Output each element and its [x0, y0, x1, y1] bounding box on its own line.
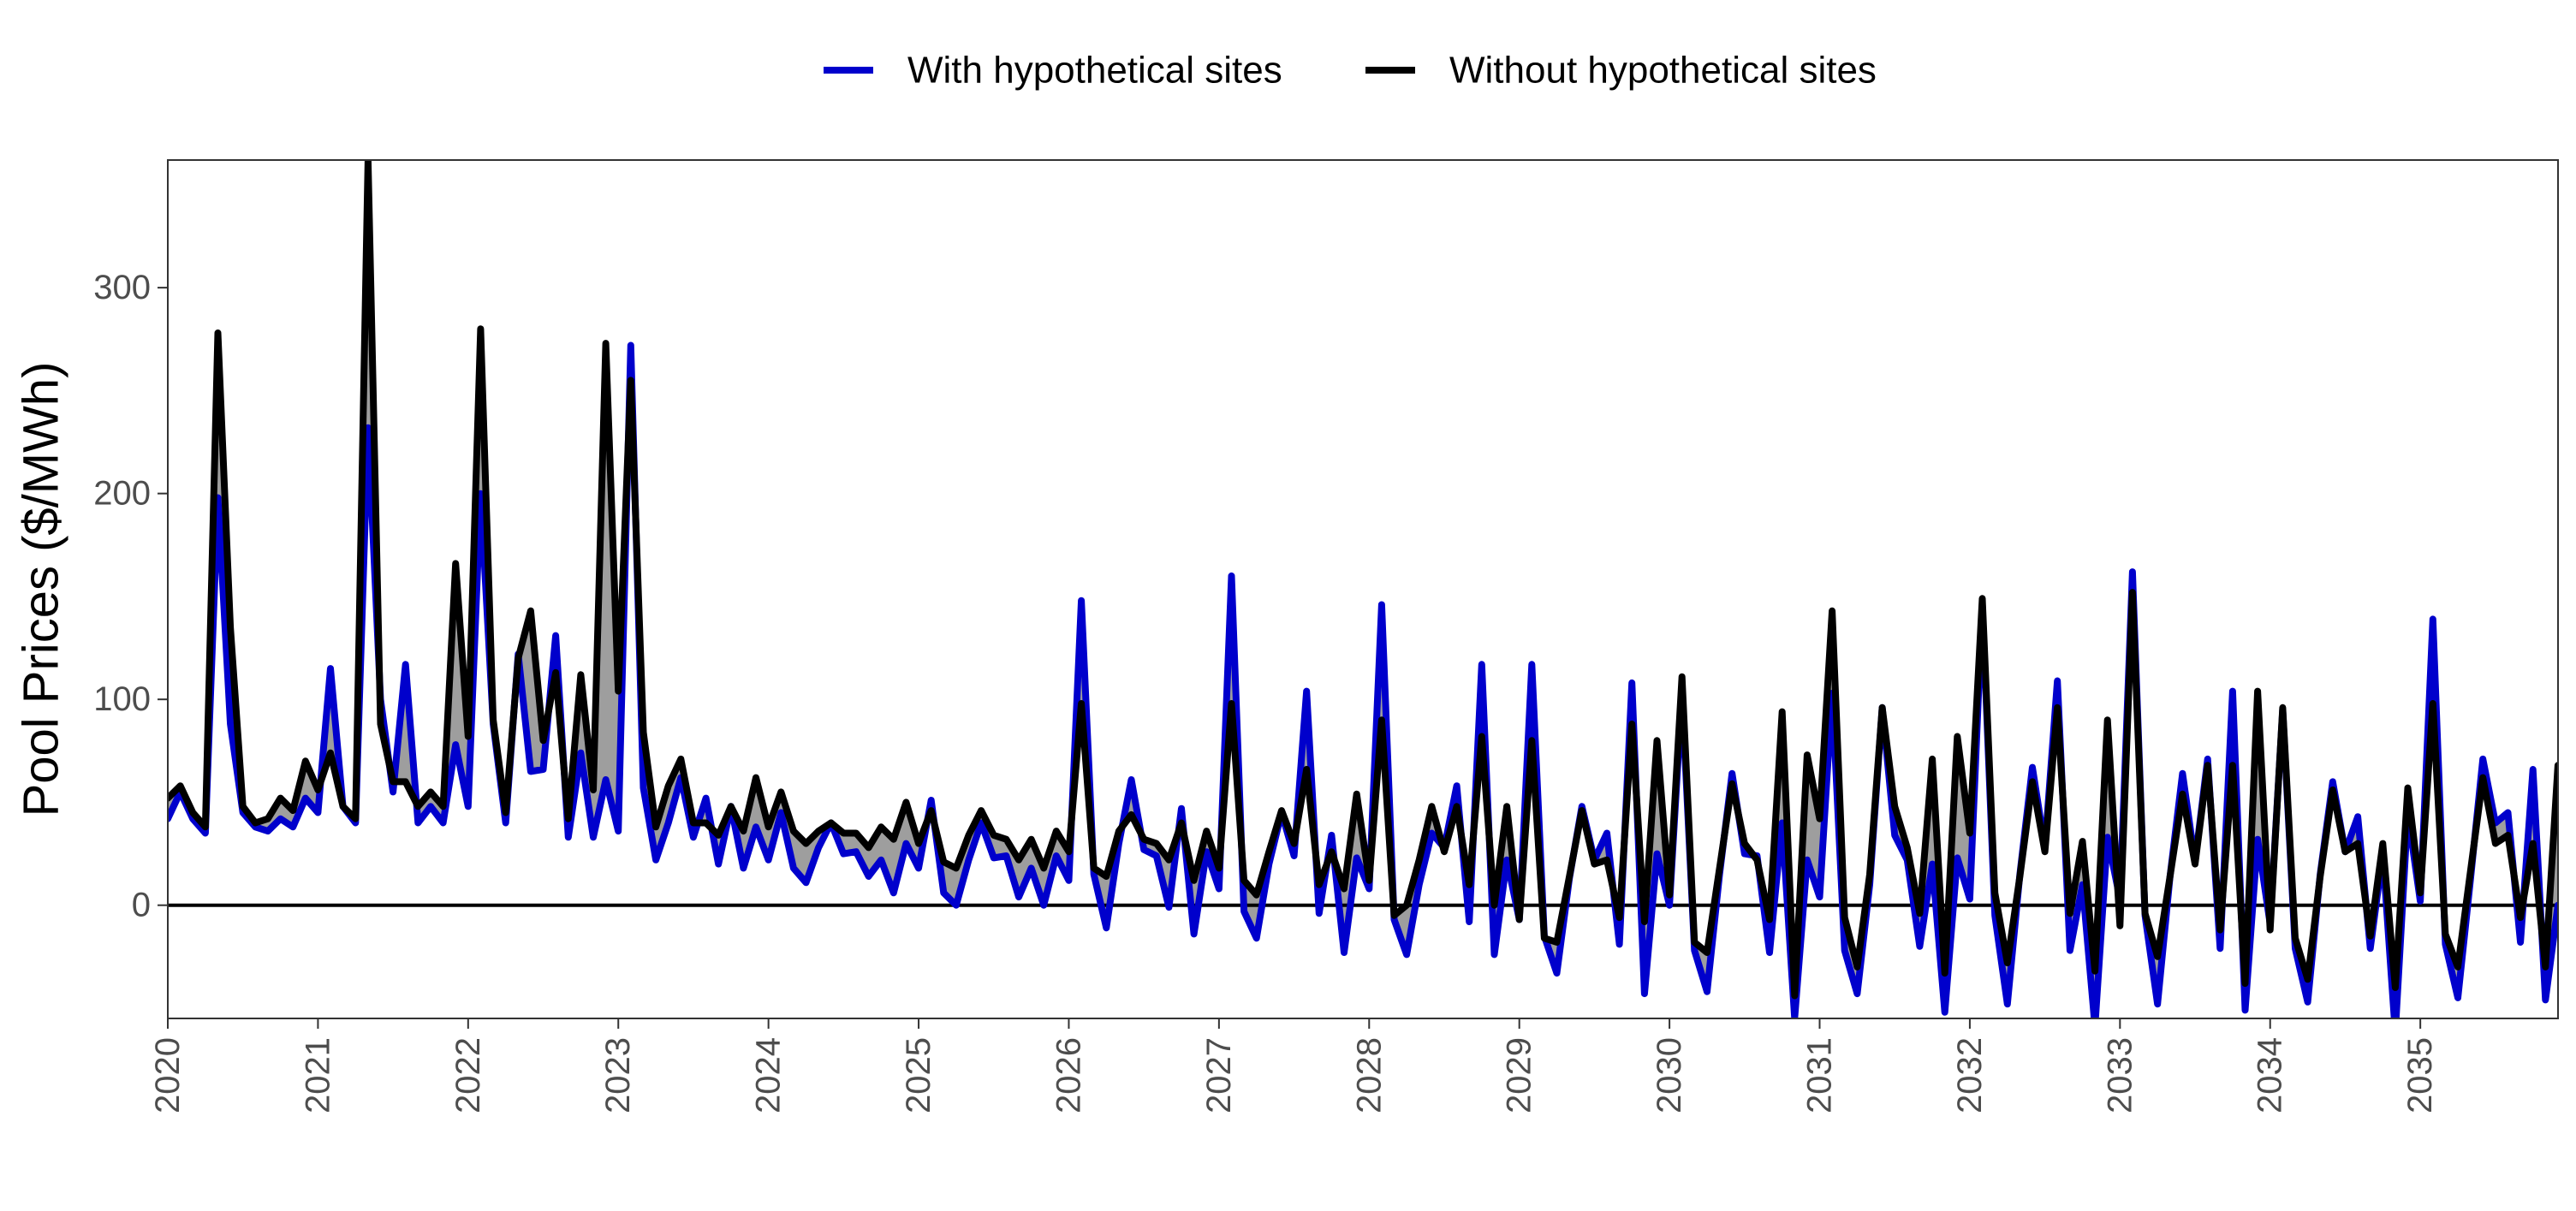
y-tick-label: 300: [93, 269, 151, 306]
legend-label: With hypothetical sites: [907, 50, 1282, 92]
x-axis: 2020 2021 2022 2023 2024 2025 2026 2027 2028 2029…: [149, 1018, 2439, 1113]
series-layer: [168, 160, 2558, 1018]
x-tick-label: 2026: [1050, 1037, 1087, 1113]
y-tick-label: 200: [93, 475, 151, 513]
series-line-without-hypothetical-sites: [168, 160, 2558, 1000]
x-tick-label: 2030: [1651, 1037, 1688, 1113]
x-tick-label: 2032: [1951, 1037, 1989, 1113]
x-tick-label: 2025: [900, 1037, 937, 1113]
difference-fill-layer: [168, 160, 2558, 1018]
y-axis-title: Pool Prices ($/MWh): [14, 362, 69, 817]
x-tick-label: 2028: [1350, 1037, 1388, 1113]
x-tick-label: 2022: [449, 1037, 487, 1113]
x-tick-label: 2031: [1801, 1037, 1839, 1113]
x-tick-label: 2034: [2252, 1037, 2289, 1113]
legend-label: Without hypothetical sites: [1449, 50, 1877, 92]
y-tick-label: 0: [132, 887, 151, 924]
x-tick-label: 2027: [1200, 1037, 1238, 1113]
y-tick-label: 100: [93, 680, 151, 718]
x-tick-label: 2024: [750, 1037, 788, 1113]
x-tick-label: 2021: [299, 1037, 336, 1113]
y-axis: 0 100 200 300: [93, 269, 168, 924]
plot-panel-border: [167, 159, 2559, 1019]
x-tick-label: 2020: [149, 1037, 187, 1113]
x-tick-label: 2029: [1501, 1037, 1538, 1113]
x-tick-label: 2033: [2101, 1037, 2139, 1113]
legend: With hypothetical sites Without hypotheti…: [824, 50, 1877, 92]
x-tick-label: 2023: [599, 1037, 637, 1113]
series-difference-area: [168, 160, 2558, 1018]
x-tick-label: 2035: [2401, 1037, 2439, 1113]
